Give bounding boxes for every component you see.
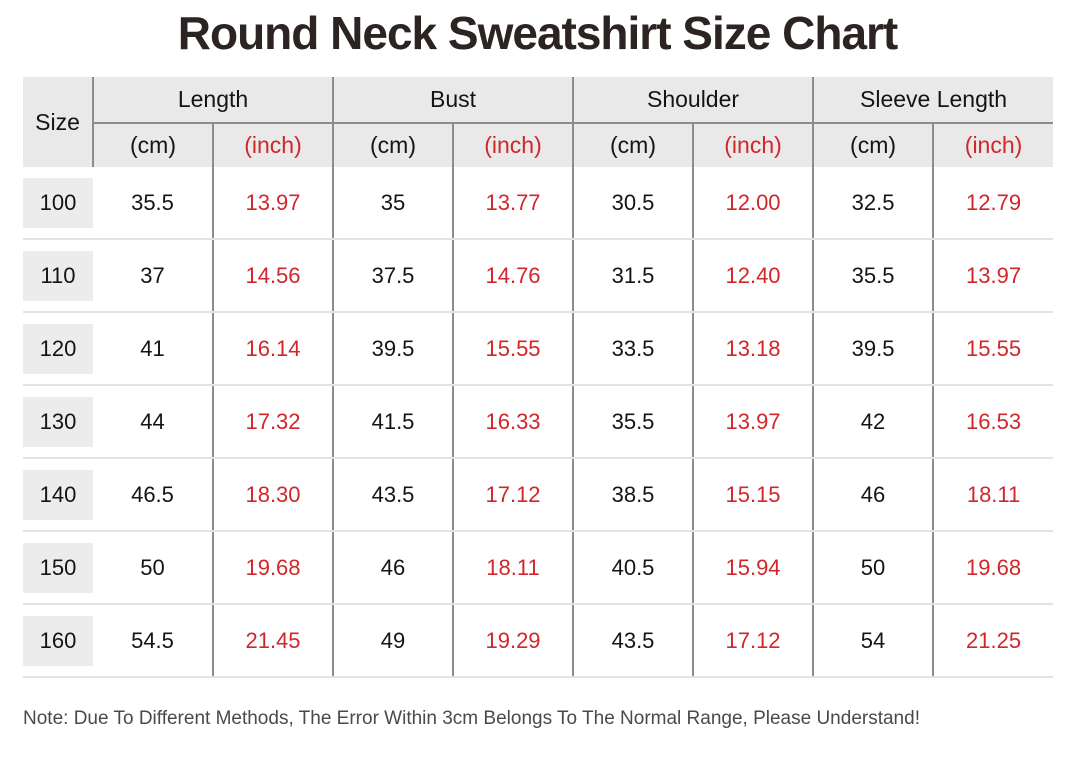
- measurement-cell: 43.5: [333, 458, 455, 532]
- size-cell: 140: [23, 458, 93, 532]
- measurement-cell: 17.32: [213, 385, 335, 459]
- size-chip: 140: [23, 469, 93, 520]
- unit-header-inch: (inch): [453, 123, 575, 167]
- measurement-cell: 13.97: [213, 167, 335, 240]
- measurement-cell: 42: [813, 385, 935, 459]
- size-chip: 130: [23, 396, 93, 447]
- table-row: 130 44 17.32 41.5 16.33 35.5 13.97 42 16…: [23, 385, 1054, 459]
- measurement-cell: 21.25: [933, 604, 1054, 678]
- measurement-cell: 15.15: [693, 458, 815, 532]
- unit-header-cm: (cm): [93, 123, 214, 167]
- measurement-cell: 16.53: [933, 385, 1054, 459]
- measurement-cell: 31.5: [573, 239, 695, 313]
- size-chip: 150: [23, 542, 93, 593]
- measurement-cell: 35.5: [573, 385, 695, 459]
- measurement-cell: 49: [333, 604, 455, 678]
- measurement-cell: 41.5: [333, 385, 455, 459]
- measurement-cell: 12.00: [693, 167, 815, 240]
- measurement-cell: 13.97: [693, 385, 815, 459]
- measurement-cell: 13.77: [453, 167, 575, 240]
- measurement-cell: 14.76: [453, 239, 575, 313]
- measurement-cell: 46: [813, 458, 935, 532]
- measurement-cell: 18.11: [453, 531, 575, 605]
- column-header-size: Size: [23, 77, 94, 167]
- table-row: 140 46.5 18.30 43.5 17.12 38.5 15.15 46 …: [23, 458, 1054, 532]
- table-row: 150 50 19.68 46 18.11 40.5 15.94 50 19.6…: [23, 531, 1054, 605]
- size-cell: 150: [23, 531, 93, 605]
- size-chart-table: Size Length Bust Shoulder Sleeve Length …: [23, 77, 1054, 678]
- size-cell: 110: [23, 239, 93, 313]
- measurement-cell: 39.5: [813, 312, 935, 386]
- measurement-cell: 46: [333, 531, 455, 605]
- measurement-cell: 35: [333, 167, 455, 240]
- measurement-cell: 37: [93, 239, 214, 313]
- measurement-cell: 41: [93, 312, 214, 386]
- unit-header-cm: (cm): [813, 123, 935, 167]
- measurement-cell: 16.14: [213, 312, 335, 386]
- size-chip: 160: [23, 615, 93, 666]
- table-row: 110 37 14.56 37.5 14.76 31.5 12.40 35.5 …: [23, 239, 1054, 313]
- unit-header-inch: (inch): [693, 123, 815, 167]
- measurement-cell: 16.33: [453, 385, 575, 459]
- measurement-cell: 15.55: [933, 312, 1054, 386]
- measurement-cell: 50: [93, 531, 214, 605]
- measurement-cell: 38.5: [573, 458, 695, 532]
- unit-header-inch: (inch): [213, 123, 335, 167]
- table-header: Size Length Bust Shoulder Sleeve Length …: [23, 77, 1054, 167]
- measurement-cell: 13.97: [933, 239, 1054, 313]
- size-chip: 110: [23, 250, 93, 301]
- measurement-cell: 12.40: [693, 239, 815, 313]
- measurement-cell: 19.68: [213, 531, 335, 605]
- measurement-cell: 44: [93, 385, 214, 459]
- measurement-cell: 40.5: [573, 531, 695, 605]
- size-chip: 120: [23, 323, 93, 374]
- measurement-cell: 12.79: [933, 167, 1054, 240]
- measurement-cell: 13.18: [693, 312, 815, 386]
- size-cell: 120: [23, 312, 93, 386]
- size-chip: 100: [23, 177, 93, 228]
- measurement-cell: 17.12: [453, 458, 575, 532]
- size-cell: 130: [23, 385, 93, 459]
- measurement-cell: 30.5: [573, 167, 695, 240]
- measurement-cell: 33.5: [573, 312, 695, 386]
- measurement-cell: 39.5: [333, 312, 455, 386]
- measurement-cell: 35.5: [813, 239, 935, 313]
- unit-header-inch: (inch): [933, 123, 1054, 167]
- measurement-cell: 46.5: [93, 458, 214, 532]
- measurement-cell: 19.68: [933, 531, 1054, 605]
- measurement-cell: 17.12: [693, 604, 815, 678]
- measurement-cell: 14.56: [213, 239, 335, 313]
- size-cell: 100: [23, 167, 93, 240]
- measurement-cell: 18.11: [933, 458, 1054, 532]
- measurement-cell: 54.5: [93, 604, 214, 678]
- size-cell: 160: [23, 604, 93, 678]
- measurement-cell: 18.30: [213, 458, 335, 532]
- column-group-bust: Bust: [333, 77, 575, 124]
- note-text: Note: Due To Different Methods, The Erro…: [23, 708, 920, 729]
- column-group-sleeve-length: Sleeve Length: [813, 77, 1054, 124]
- measurement-cell: 19.29: [453, 604, 575, 678]
- table-row: 120 41 16.14 39.5 15.55 33.5 13.18 39.5 …: [23, 312, 1054, 386]
- measurement-cell: 43.5: [573, 604, 695, 678]
- measurement-cell: 50: [813, 531, 935, 605]
- unit-header-cm: (cm): [333, 123, 455, 167]
- measurement-cell: 15.55: [453, 312, 575, 386]
- column-group-length: Length: [93, 77, 335, 124]
- measurement-cell: 35.5: [93, 167, 214, 240]
- table-row: 100 35.5 13.97 35 13.77 30.5 12.00 32.5 …: [23, 167, 1054, 240]
- column-group-shoulder: Shoulder: [573, 77, 815, 124]
- measurement-cell: 32.5: [813, 167, 935, 240]
- page-title: Round Neck Sweatshirt Size Chart: [177, 7, 899, 59]
- table-body: 100 35.5 13.97 35 13.77 30.5 12.00 32.5 …: [23, 167, 1054, 678]
- measurement-cell: 37.5: [333, 239, 455, 313]
- unit-header-cm: (cm): [573, 123, 695, 167]
- table-row: 160 54.5 21.45 49 19.29 43.5 17.12 54 21…: [23, 604, 1054, 678]
- measurement-cell: 21.45: [213, 604, 335, 678]
- measurement-cell: 54: [813, 604, 935, 678]
- measurement-cell: 15.94: [693, 531, 815, 605]
